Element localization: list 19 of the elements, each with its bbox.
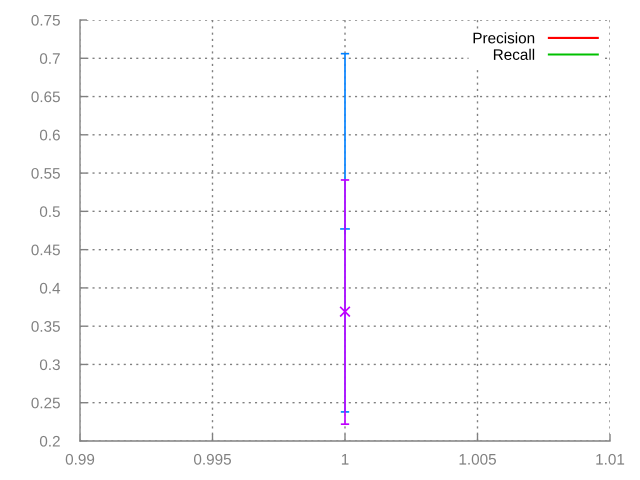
y-tick-label: 0.2 — [40, 436, 60, 447]
x-tick-label: 1.005 — [460, 454, 496, 465]
y-tick-label: 0.35 — [31, 321, 60, 332]
y-tick-label: 0.4 — [40, 282, 60, 294]
x-tick-label: 0.99 — [66, 454, 94, 465]
y-tick-label: 0.45 — [31, 244, 60, 256]
y-tick-label: 0.25 — [31, 398, 60, 408]
x-tick-label: 1 — [342, 454, 349, 465]
y-tick-label: 0.3 — [40, 359, 60, 370]
y-tick-label: 0.7 — [40, 53, 60, 64]
legend-label: Recall — [494, 48, 534, 60]
x-tick-label: 0.995 — [194, 454, 231, 465]
y-tick-label: 0.6 — [40, 130, 60, 141]
y-tick-label: 0.75 — [31, 14, 60, 26]
y-tick-label: 0.5 — [40, 206, 60, 218]
x-tick-label: 1.01 — [596, 454, 624, 465]
legend-label: Precision — [474, 32, 534, 44]
y-tick-label: 0.65 — [31, 91, 60, 102]
y-tick-label: 0.55 — [31, 168, 60, 179]
